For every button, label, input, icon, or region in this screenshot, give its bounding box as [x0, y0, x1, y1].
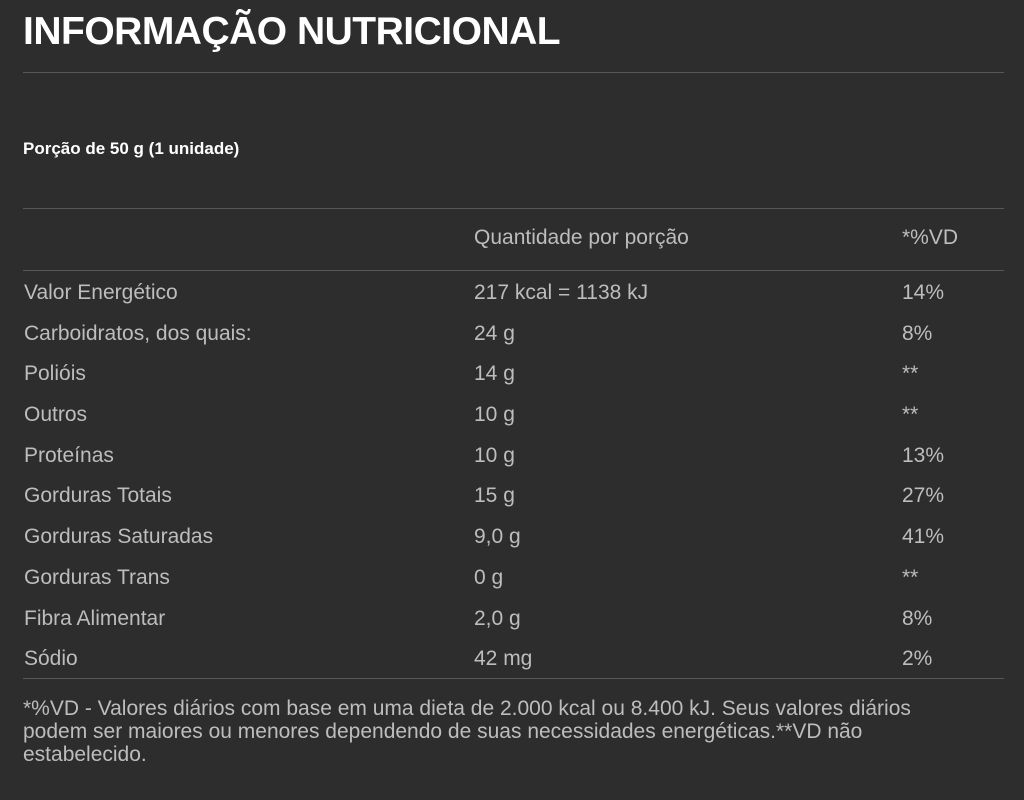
- table-row: Fibra Alimentar 2,0 g 8%: [23, 599, 1004, 640]
- nutrient-name: Proteínas: [24, 443, 114, 467]
- nutrient-name: Gorduras Saturadas: [24, 525, 214, 549]
- table-row: Carboidratos, dos quais: 24 g 8%: [23, 314, 1004, 355]
- nutrient-dv: 41%: [902, 525, 945, 549]
- nutrient-dv: 14%: [902, 281, 945, 304]
- nutrient-quantity: 10 g: [474, 403, 515, 427]
- nutrient-dv: **: [902, 403, 919, 427]
- page-title: INFORMAÇÃO NUTRICIONAL: [23, 10, 561, 53]
- nutrient-dv: 2%: [902, 647, 933, 671]
- table-top-divider: [23, 208, 1004, 209]
- nutrient-name: Gorduras Totais: [24, 484, 172, 508]
- nutrient-quantity: 15 g: [474, 484, 515, 508]
- table-header: Quantidade por porção *%VD: [23, 222, 1004, 271]
- nutrient-name: Carboidratos, dos quais:: [24, 321, 252, 345]
- nutrient-quantity: 2,0 g: [474, 606, 521, 630]
- nutrient-quantity: 42 mg: [474, 647, 533, 671]
- nutrient-quantity: 217 kcal = 1138 kJ: [474, 281, 649, 304]
- table-row: Outros 10 g **: [23, 395, 1004, 436]
- nutrient-quantity: 9,0 g: [474, 525, 521, 549]
- table-row: Gorduras Trans 0 g **: [23, 558, 1004, 599]
- nutrient-dv: **: [902, 565, 919, 589]
- footnote: *%VD - Valores diários com base em uma d…: [23, 697, 911, 766]
- portion-size: Porção de 50 g (1 unidade): [23, 139, 240, 158]
- header-dv: *%VD: [902, 226, 959, 249]
- nutrient-dv: **: [902, 362, 919, 386]
- table-row: Proteínas 10 g 13%: [23, 436, 1004, 477]
- nutrient-name: Sódio: [24, 647, 78, 671]
- table-row: Valor Energético 217 kcal = 1138 kJ 14%: [23, 273, 1004, 314]
- nutrient-name: Outros: [24, 403, 88, 427]
- table-bottom-divider: [23, 678, 1004, 679]
- nutrient-quantity: 10 g: [474, 443, 515, 467]
- nutrient-name: Fibra Alimentar: [24, 606, 166, 630]
- table-row: Gorduras Saturadas 9,0 g 41%: [23, 517, 1004, 558]
- nutrient-dv: 8%: [902, 321, 933, 345]
- nutrient-dv: 8%: [902, 606, 933, 630]
- nutrient-quantity: 14 g: [474, 362, 515, 386]
- title-divider: [23, 72, 1004, 73]
- nutrient-quantity: 24 g: [474, 321, 515, 345]
- nutrient-dv: 13%: [902, 443, 945, 467]
- nutrient-name: Valor Energético: [24, 281, 178, 304]
- nutrient-quantity: 0 g: [474, 565, 504, 589]
- table-row: Sódio 42 mg 2%: [23, 639, 1004, 680]
- nutrient-name: Polióis: [24, 362, 86, 386]
- table-row: Gorduras Totais 15 g 27%: [23, 476, 1004, 517]
- nutrient-dv: 27%: [902, 484, 945, 508]
- nutrition-table: Quantidade por porção *%VD Valor Energét…: [23, 222, 1004, 680]
- header-quantity: Quantidade por porção: [474, 226, 689, 249]
- table-row: Polióis 14 g **: [23, 354, 1004, 395]
- nutrient-name: Gorduras Trans: [24, 565, 170, 589]
